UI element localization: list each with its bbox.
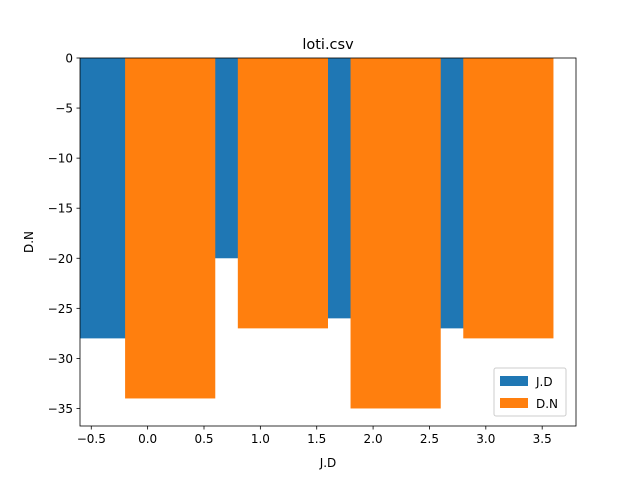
x-tick-label: 3.5	[533, 432, 552, 446]
bars-group	[80, 58, 554, 409]
bar-d-n-2	[350, 58, 441, 409]
y-tick-label: −35	[48, 402, 73, 416]
y-tick-label: −5	[55, 102, 73, 116]
y-tick-label: −20	[48, 252, 73, 266]
y-tick-label: 0	[65, 52, 73, 66]
y-tick-label: −25	[48, 302, 73, 316]
y-tick-label: −10	[48, 152, 73, 166]
plot-frame	[79, 57, 577, 427]
bar-d-n-0	[125, 58, 216, 399]
y-tick-label: −15	[48, 202, 73, 216]
y-tick-label: −30	[48, 352, 73, 366]
chart-title: loti.csv	[302, 37, 354, 53]
y-axis-ticks: 0 −5 −10 −15 −20 −25 −30 −35	[48, 52, 80, 416]
x-axis-label: J.D	[319, 456, 337, 470]
legend-label: J.D	[535, 375, 553, 389]
x-tick-label: 2.5	[420, 432, 439, 446]
x-tick-label: 0.0	[138, 432, 157, 446]
y-axis-label: D.N	[22, 231, 36, 253]
x-axis-ticks: −0.5 0.0 0.5 1.0 1.5 2.0 2.5 3.0 3.5	[77, 426, 552, 446]
legend-label: D.N	[536, 397, 558, 411]
x-tick-label: 1.5	[307, 432, 326, 446]
x-tick-label: −0.5	[77, 432, 106, 446]
x-tick-label: 1.0	[251, 432, 270, 446]
bar-d-n-1	[237, 58, 328, 329]
x-tick-label: 3.0	[476, 432, 495, 446]
legend: J.D D.N	[493, 367, 567, 417]
legend-swatch	[500, 398, 528, 408]
x-tick-label: 2.0	[364, 432, 383, 446]
bar-d-n-3	[463, 58, 554, 339]
x-tick-label: 0.5	[194, 432, 213, 446]
legend-swatch	[500, 376, 528, 386]
